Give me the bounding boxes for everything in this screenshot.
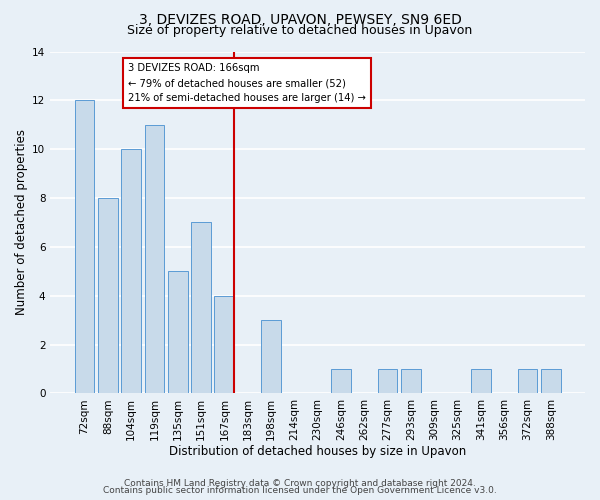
- X-axis label: Distribution of detached houses by size in Upavon: Distribution of detached houses by size …: [169, 444, 466, 458]
- Bar: [214, 296, 234, 394]
- Bar: [401, 369, 421, 394]
- Bar: [121, 149, 141, 394]
- Y-axis label: Number of detached properties: Number of detached properties: [15, 130, 28, 316]
- Text: 3 DEVIZES ROAD: 166sqm
← 79% of detached houses are smaller (52)
21% of semi-det: 3 DEVIZES ROAD: 166sqm ← 79% of detached…: [128, 64, 365, 103]
- Bar: [74, 100, 94, 394]
- Bar: [541, 369, 560, 394]
- Bar: [168, 272, 188, 394]
- Text: Contains HM Land Registry data © Crown copyright and database right 2024.: Contains HM Land Registry data © Crown c…: [124, 478, 476, 488]
- Bar: [518, 369, 538, 394]
- Bar: [331, 369, 351, 394]
- Bar: [98, 198, 118, 394]
- Bar: [261, 320, 281, 394]
- Bar: [471, 369, 491, 394]
- Bar: [377, 369, 397, 394]
- Bar: [145, 125, 164, 394]
- Text: Size of property relative to detached houses in Upavon: Size of property relative to detached ho…: [127, 24, 473, 37]
- Text: 3, DEVIZES ROAD, UPAVON, PEWSEY, SN9 6ED: 3, DEVIZES ROAD, UPAVON, PEWSEY, SN9 6ED: [139, 12, 461, 26]
- Text: Contains public sector information licensed under the Open Government Licence v3: Contains public sector information licen…: [103, 486, 497, 495]
- Bar: [191, 222, 211, 394]
